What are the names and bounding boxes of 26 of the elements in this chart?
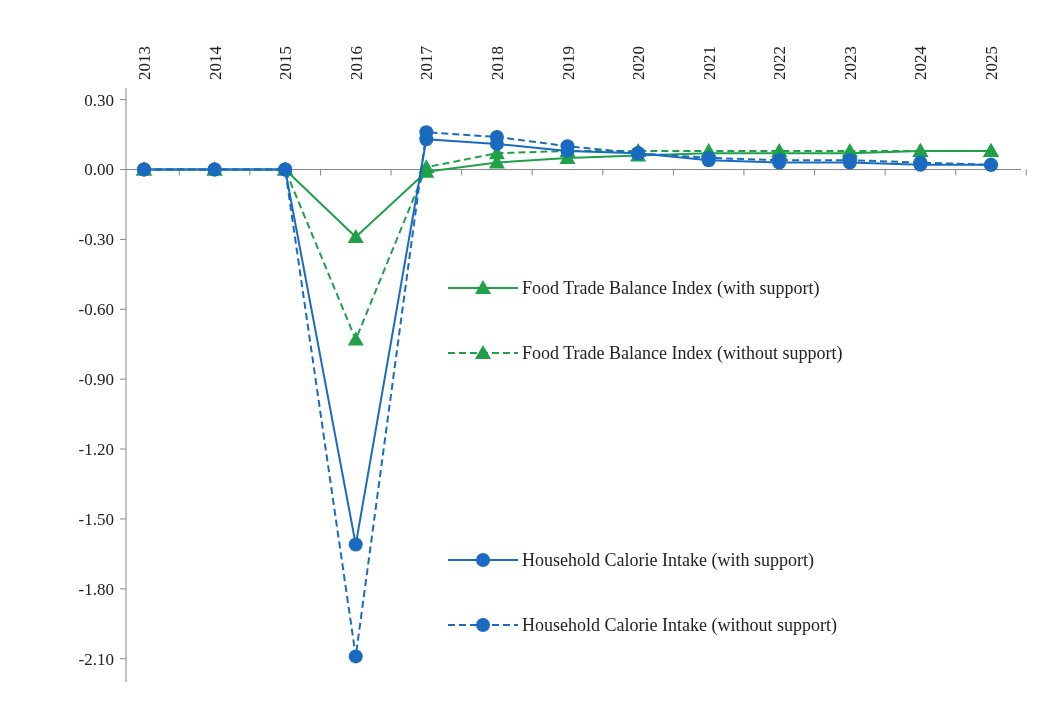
y-tick-label: -2.10 <box>78 649 114 669</box>
legend-label: Household Calorie Intake (with support) <box>522 550 814 572</box>
x-tick-label: 2014 <box>205 45 225 80</box>
x-tick-label: 2019 <box>558 46 578 80</box>
y-tick-label: -0.30 <box>78 230 114 250</box>
y-tick-label: -1.50 <box>78 509 114 529</box>
x-tick-label: 2013 <box>135 46 154 80</box>
x-tick-label: 2022 <box>770 46 790 80</box>
y-tick-label: -0.60 <box>78 300 114 320</box>
x-tick-label: 2023 <box>840 46 860 80</box>
x-tick-label: 2025 <box>982 46 1001 80</box>
x-tick-label: 2017 <box>417 45 437 80</box>
legend-label: Food Trade Balance Index (without support) <box>522 343 843 365</box>
y-tick-label: -1.80 <box>78 579 114 599</box>
legend-label: Household Calorie Intake (without support) <box>522 615 837 637</box>
x-tick-label: 2021 <box>699 46 719 80</box>
x-tick-label: 2015 <box>276 46 296 80</box>
x-tick-label: 2020 <box>629 46 649 80</box>
x-tick-label: 2016 <box>346 46 366 80</box>
y-tick-label: 0.00 <box>84 160 114 180</box>
legend-label: Food Trade Balance Index (with support) <box>522 278 820 300</box>
y-tick-label: 0.30 <box>84 90 114 110</box>
x-tick-label: 2024 <box>911 45 931 80</box>
y-tick-label: -0.90 <box>78 370 114 390</box>
x-tick-label: 2018 <box>487 46 507 80</box>
y-tick-label: -1.20 <box>78 440 114 460</box>
